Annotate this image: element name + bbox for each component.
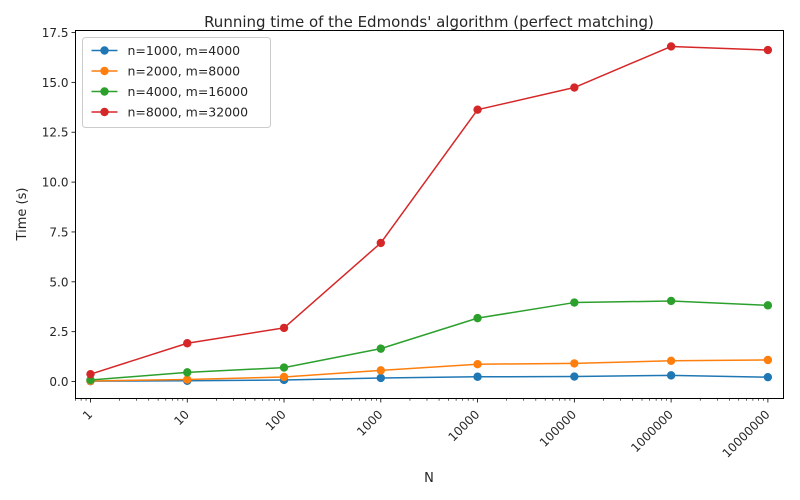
y-axis-label: Time (s)	[15, 188, 30, 242]
chart-title: Running time of the Edmonds' algorithm (…	[204, 13, 654, 31]
data-point	[570, 83, 579, 92]
y-tick-label: 12.5	[42, 126, 69, 140]
data-point	[473, 359, 482, 369]
x-tick-label: 10000	[445, 407, 482, 444]
y-tick-label: 10.0	[42, 176, 69, 190]
data-point	[86, 369, 95, 379]
x-ticks: 1 10 100 1000 10000 100000 1000000 10000000	[75, 398, 773, 460]
data-point	[666, 296, 676, 306]
data-point	[183, 368, 192, 377]
series-line	[90, 300, 768, 381]
y-tick-label: 17.5	[42, 26, 69, 40]
data-point	[473, 313, 482, 323]
data-point	[666, 371, 676, 380]
plot-frame	[75, 30, 784, 399]
x-tick-label: 1000000	[628, 407, 676, 455]
y-tick-label: 7.5	[49, 225, 68, 239]
data-point	[183, 339, 192, 348]
y-tick-label: 0.0	[49, 375, 68, 389]
data-point	[666, 42, 676, 51]
legend-marker	[100, 66, 109, 76]
x-tick-label: 100	[263, 407, 289, 433]
data-point	[279, 363, 289, 372]
data-point	[376, 238, 386, 248]
data-point	[666, 356, 676, 366]
legend-marker	[100, 46, 109, 55]
legend-item: n=1000, m=4000	[91, 43, 241, 58]
data-point	[376, 373, 386, 383]
series-4	[86, 42, 773, 379]
data-point	[763, 301, 773, 310]
data-point	[570, 298, 579, 307]
data-point	[183, 375, 192, 384]
data-point	[376, 366, 386, 375]
legend-marker	[100, 87, 109, 96]
x-tick-label: 10000000	[720, 407, 773, 460]
series-line	[90, 359, 768, 382]
series-3	[86, 296, 773, 385]
legend: n=1000, m=4000 n=2000, m=8000 n=4000, m=16…	[82, 37, 271, 128]
x-axis-label: N	[424, 471, 434, 486]
data-point	[86, 375, 95, 385]
series-line	[90, 45, 768, 375]
x-tick-label: 100000	[537, 407, 579, 449]
y-ticks: 0.0 2.5 5.0 7.5 10.0 12.5 15.0 17.5	[42, 26, 76, 389]
data-point	[763, 355, 773, 365]
x-tick-label: 10	[171, 407, 192, 428]
data-point	[376, 344, 386, 353]
data-point	[763, 45, 773, 55]
series-layer	[86, 42, 773, 386]
series-line	[90, 374, 768, 382]
data-point	[279, 372, 289, 382]
data-point	[279, 323, 289, 333]
legend-item: n=4000, m=16000	[91, 84, 249, 99]
legend-item: n=2000, m=8000	[91, 64, 241, 79]
y-tick-label: 5.0	[49, 275, 68, 289]
y-tick-label: 2.5	[49, 325, 68, 339]
legend-label: n=8000, m=32000	[128, 105, 249, 120]
data-point	[763, 372, 773, 382]
legend-label: n=4000, m=16000	[128, 84, 249, 99]
x-tick-label: 1000	[354, 407, 385, 438]
legend-item: n=8000, m=32000	[91, 105, 249, 120]
data-point	[570, 359, 579, 368]
x-tick-label: 1	[80, 407, 95, 422]
data-point	[473, 372, 482, 381]
legend-label: n=2000, m=8000	[128, 64, 241, 79]
legend-box	[82, 37, 271, 128]
legend-marker	[100, 107, 109, 117]
data-point	[570, 372, 579, 381]
y-tick-label: 15.0	[42, 76, 69, 90]
legend-label: n=1000, m=4000	[128, 43, 241, 58]
data-point	[473, 105, 482, 114]
